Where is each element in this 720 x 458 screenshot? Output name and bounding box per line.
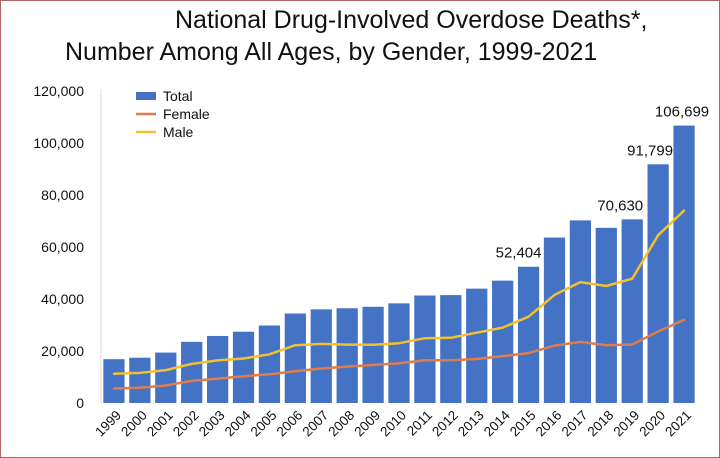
x-tick-label: 2008 xyxy=(325,408,357,440)
x-tick-label: 2016 xyxy=(533,408,565,440)
legend-swatch-total xyxy=(136,92,156,100)
y-tick-label: 120,000 xyxy=(33,83,84,99)
y-tick-label: 40,000 xyxy=(41,291,84,307)
bar-2012 xyxy=(440,295,462,403)
bar-2010 xyxy=(388,303,410,403)
x-tick-label: 2009 xyxy=(351,408,383,440)
bar-2016 xyxy=(543,237,566,403)
bar-2019 xyxy=(621,219,643,403)
bar-1999 xyxy=(103,359,125,403)
data-label-2020: 91,799 xyxy=(627,142,673,159)
x-tick-label: 2020 xyxy=(636,408,668,440)
bar-2013 xyxy=(466,288,488,403)
x-tick-label: 2006 xyxy=(274,408,306,440)
data-label-2015: 52,404 xyxy=(496,245,542,262)
x-tick-label: 2015 xyxy=(507,408,539,440)
bar-2014 xyxy=(492,280,514,403)
x-tick-label: 2002 xyxy=(170,408,202,440)
x-tick-label: 2021 xyxy=(662,408,694,440)
x-tick-label: 2013 xyxy=(455,408,487,440)
bar-2020 xyxy=(647,164,669,403)
y-tick-label: 0 xyxy=(76,395,84,411)
x-tick-label: 2005 xyxy=(248,408,280,440)
chart-title-line1: National Drug-Involved Overdose Deaths*, xyxy=(175,6,648,34)
x-tick-label: 2004 xyxy=(222,407,254,439)
chart-title-line2: Number Among All Ages, by Gender, 1999-2… xyxy=(65,38,598,66)
bar-2006 xyxy=(284,313,306,403)
bar-2009 xyxy=(362,306,384,403)
bar-2004 xyxy=(232,331,255,403)
y-tick-label: 60,000 xyxy=(41,239,84,255)
x-tick-label: 2001 xyxy=(144,408,176,440)
x-tick-label: 2000 xyxy=(118,408,150,440)
bar-2008 xyxy=(336,308,358,403)
bar-2000 xyxy=(129,357,151,403)
bar-2003 xyxy=(206,335,229,403)
x-tick-label: 2011 xyxy=(404,408,435,439)
bar-2002 xyxy=(181,341,203,403)
line-male xyxy=(112,209,686,375)
legend-label-male: Male xyxy=(163,124,194,140)
y-tick-label: 100,000 xyxy=(33,135,84,151)
bar-2007 xyxy=(310,309,332,403)
x-tick-label: 2010 xyxy=(377,408,409,440)
legend-label-female: Female xyxy=(163,106,210,122)
y-tick-label: 20,000 xyxy=(41,343,84,359)
x-tick-label: 2019 xyxy=(610,408,642,440)
x-tick-label: 2017 xyxy=(559,408,591,440)
x-tick-label: 2003 xyxy=(196,408,228,440)
bar-2018 xyxy=(595,227,617,403)
line-female xyxy=(112,318,686,390)
data-label-2019: 70,630 xyxy=(597,197,643,214)
x-tick-label: 2018 xyxy=(585,408,617,440)
bar-2001 xyxy=(155,352,177,403)
x-tick-label: 2007 xyxy=(300,408,332,440)
y-tick-label: 80,000 xyxy=(41,187,84,203)
x-tick-label: 2012 xyxy=(429,408,461,440)
bar-2005 xyxy=(258,325,281,403)
bar-2021 xyxy=(673,125,695,403)
x-tick-label: 2014 xyxy=(481,407,513,439)
x-tick-label: 1999 xyxy=(92,408,124,440)
bar-2011 xyxy=(414,295,436,403)
bar-2015 xyxy=(517,266,540,403)
data-label-2021: 106,699 xyxy=(655,104,709,121)
legend-label-total: Total xyxy=(163,88,193,104)
bar-2017 xyxy=(569,220,592,403)
